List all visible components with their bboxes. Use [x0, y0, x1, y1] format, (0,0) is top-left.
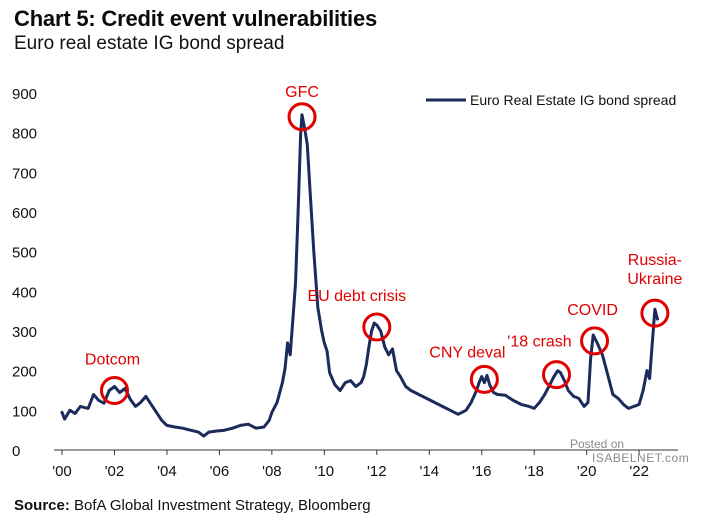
- source-note: Source: BofA Global Investment Strategy,…: [14, 497, 371, 514]
- series-layer: [60, 113, 659, 438]
- y-tick-label: 800: [12, 126, 37, 143]
- annotation-label: COVID: [567, 302, 618, 319]
- x-tick-label: '00: [52, 463, 72, 480]
- y-tick-label: 200: [12, 364, 37, 381]
- legend-label: Euro Real Estate IG bond spread: [470, 92, 676, 108]
- y-tick-label: 400: [12, 284, 37, 301]
- x-tick-label: '22: [629, 463, 649, 480]
- annotation-circle: [362, 312, 392, 342]
- annotation-circle: [287, 102, 317, 132]
- annotation-label: GFC: [285, 84, 319, 101]
- y-tick-label: 100: [12, 403, 37, 420]
- annotation-label: CNY deval: [429, 344, 505, 361]
- source-label: Source:: [14, 497, 70, 514]
- annotation-circle: [640, 298, 670, 328]
- chart-subtitle: Euro real estate IG bond spread: [14, 33, 285, 54]
- annotation-label: '18 crash: [507, 334, 571, 351]
- annotation-label-line: Dotcom: [85, 352, 140, 369]
- x-tick-label: '14: [419, 463, 439, 480]
- annotation-label-line: '18 crash: [507, 334, 571, 351]
- chart-title: Chart 5: Credit event vulnerabilities: [14, 6, 378, 31]
- x-tick-label: '02: [105, 463, 125, 480]
- y-tick-label: 600: [12, 205, 37, 222]
- x-tick-label: '12: [367, 463, 387, 480]
- y-tick-label: 700: [12, 165, 37, 182]
- y-tick-label: 900: [12, 86, 37, 103]
- legend: Euro Real Estate IG bond spread: [426, 92, 676, 108]
- annotation-label-line: Russia-: [628, 252, 682, 269]
- x-tick-label: '18: [524, 463, 544, 480]
- annotation-label-line: COVID: [567, 302, 618, 319]
- annotation-label-line: Ukraine: [627, 271, 682, 288]
- annotations: Dotcom GFC EU debt crisis CNY deval'18 cras…: [85, 84, 683, 405]
- annotation-label-line: EU debt crisis: [307, 288, 406, 305]
- annotation-label-line: CNY deval: [429, 344, 505, 361]
- annotation-label: Russia- Ukraine: [627, 252, 682, 288]
- x-tick-label: '06: [210, 463, 230, 480]
- x-tick-label: '04: [157, 463, 177, 480]
- watermark-line2: ISABELNET.com: [592, 451, 690, 465]
- annotation-label-line: GFC: [285, 84, 319, 101]
- x-tick-label: '20: [577, 463, 597, 480]
- watermark: Posted on ISABELNET.com: [570, 437, 689, 465]
- annotation-circle: [580, 326, 610, 356]
- annotation-circle: [469, 364, 499, 394]
- annotation-label: EU debt crisis: [307, 288, 406, 305]
- source-text: BofA Global Investment Strategy, Bloombe…: [74, 497, 371, 514]
- axes: 0 100 200 300 400 500 600 700 800 900 '00 '02 '04 '06…: [12, 86, 678, 480]
- y-tick-label: 500: [12, 245, 37, 262]
- annotation-circle: [542, 360, 572, 390]
- watermark-line1: Posted on: [570, 437, 625, 451]
- annotation-label: Dotcom: [85, 352, 140, 369]
- annotation-circle: [99, 376, 129, 405]
- x-tick-label: '16: [472, 463, 492, 480]
- x-tick-label: '10: [315, 463, 335, 480]
- y-tick-label: 0: [12, 443, 20, 460]
- y-tick-label: 300: [12, 324, 37, 341]
- x-tick-label: '08: [262, 463, 282, 480]
- series-line: [60, 113, 659, 438]
